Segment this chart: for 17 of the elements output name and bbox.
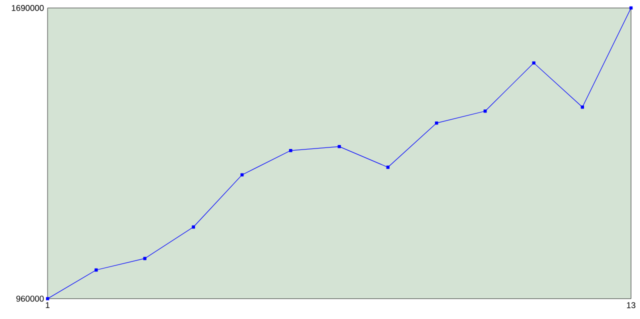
point	[484, 110, 487, 113]
point	[580, 106, 584, 109]
y-tick-label: 1690000	[12, 5, 44, 12]
point	[192, 226, 196, 229]
point	[94, 268, 98, 272]
point	[338, 145, 341, 148]
point	[532, 62, 536, 65]
point	[629, 6, 633, 10]
point	[289, 149, 292, 152]
point	[434, 122, 438, 125]
x-tick-label: 13	[626, 302, 636, 308]
point	[143, 257, 146, 260]
point	[240, 173, 244, 177]
x-tick-label: 1	[46, 302, 50, 308]
y-tick-label: 960000	[16, 296, 44, 302]
point	[386, 166, 390, 170]
point	[46, 297, 50, 300]
